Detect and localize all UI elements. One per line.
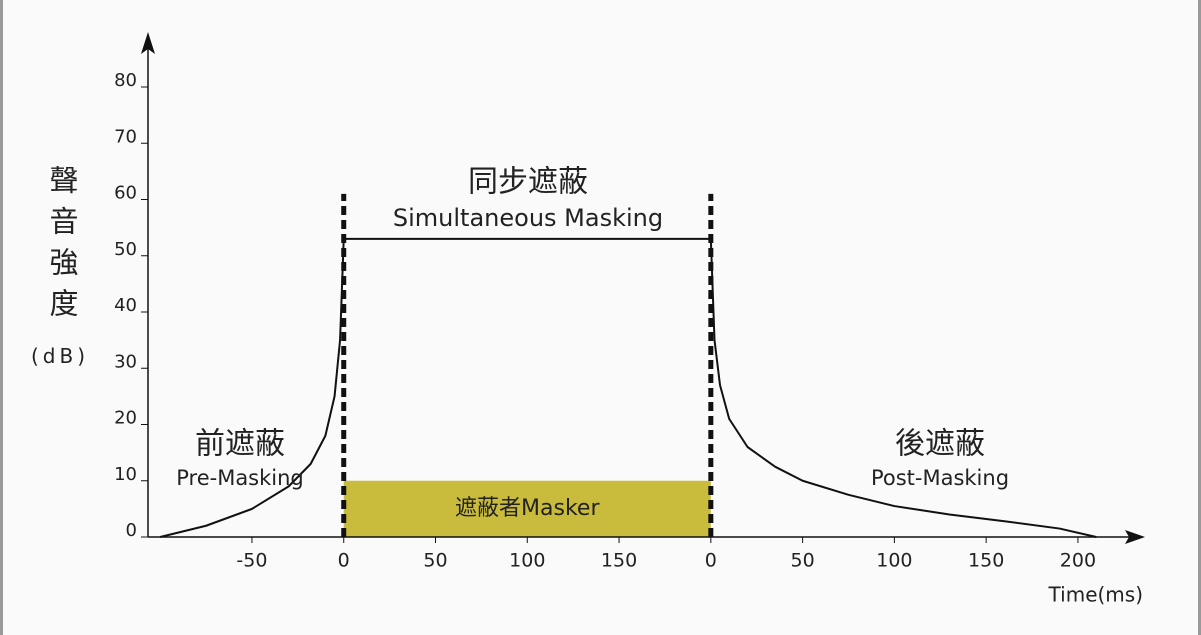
x-tick-label: 100 bbox=[876, 550, 912, 572]
y-tick-label: 40 bbox=[114, 295, 137, 316]
x-tick-label: 200 bbox=[1060, 550, 1096, 572]
y-tick-label: 80 bbox=[114, 70, 137, 91]
annotation: Simultaneous Masking bbox=[393, 204, 663, 232]
masker-bar bbox=[343, 480, 711, 537]
x-tick-label: 0 bbox=[338, 550, 350, 572]
annotation: 後遮蔽 bbox=[895, 427, 985, 462]
y-arrow bbox=[141, 32, 155, 54]
annotation: 同步遮蔽 bbox=[468, 165, 588, 200]
y-tick-label: 0 bbox=[126, 520, 137, 541]
y-tick-label: 70 bbox=[114, 126, 137, 147]
annotation: 前遮蔽 bbox=[195, 427, 285, 462]
y-tick-label: 60 bbox=[114, 183, 137, 204]
x-tick-label: 50 bbox=[423, 550, 447, 572]
y-tick-label: 20 bbox=[114, 408, 137, 429]
x-tick-label: 0 bbox=[705, 550, 717, 572]
x-tick-label: 150 bbox=[968, 550, 1004, 572]
y-axis-unit: (dB) bbox=[31, 344, 90, 368]
x-tick-label: 100 bbox=[509, 550, 545, 572]
x-tick-label: 50 bbox=[791, 550, 815, 572]
y-tick-label: 50 bbox=[114, 239, 137, 260]
x-axis-label: Time(ms) bbox=[1048, 583, 1143, 607]
annotation: Pre-Masking bbox=[176, 466, 304, 490]
masking-curve bbox=[159, 237, 1097, 538]
masker-label: 遮蔽者Masker bbox=[455, 496, 600, 521]
chart: 遮蔽者Masker 0 10 20 30 40 50 60 70 80 -50 0 50 100 150 0 5… bbox=[114, 32, 1145, 607]
annotation: Post-Masking bbox=[871, 466, 1009, 490]
y-axis-label: 聲音強度 bbox=[45, 165, 79, 329]
y-tick-label: 30 bbox=[114, 351, 137, 372]
x-arrow bbox=[1125, 530, 1145, 544]
y-tick-label: 10 bbox=[114, 464, 137, 485]
x-tick-label: 150 bbox=[601, 550, 637, 572]
x-tick-label: -50 bbox=[236, 550, 267, 572]
